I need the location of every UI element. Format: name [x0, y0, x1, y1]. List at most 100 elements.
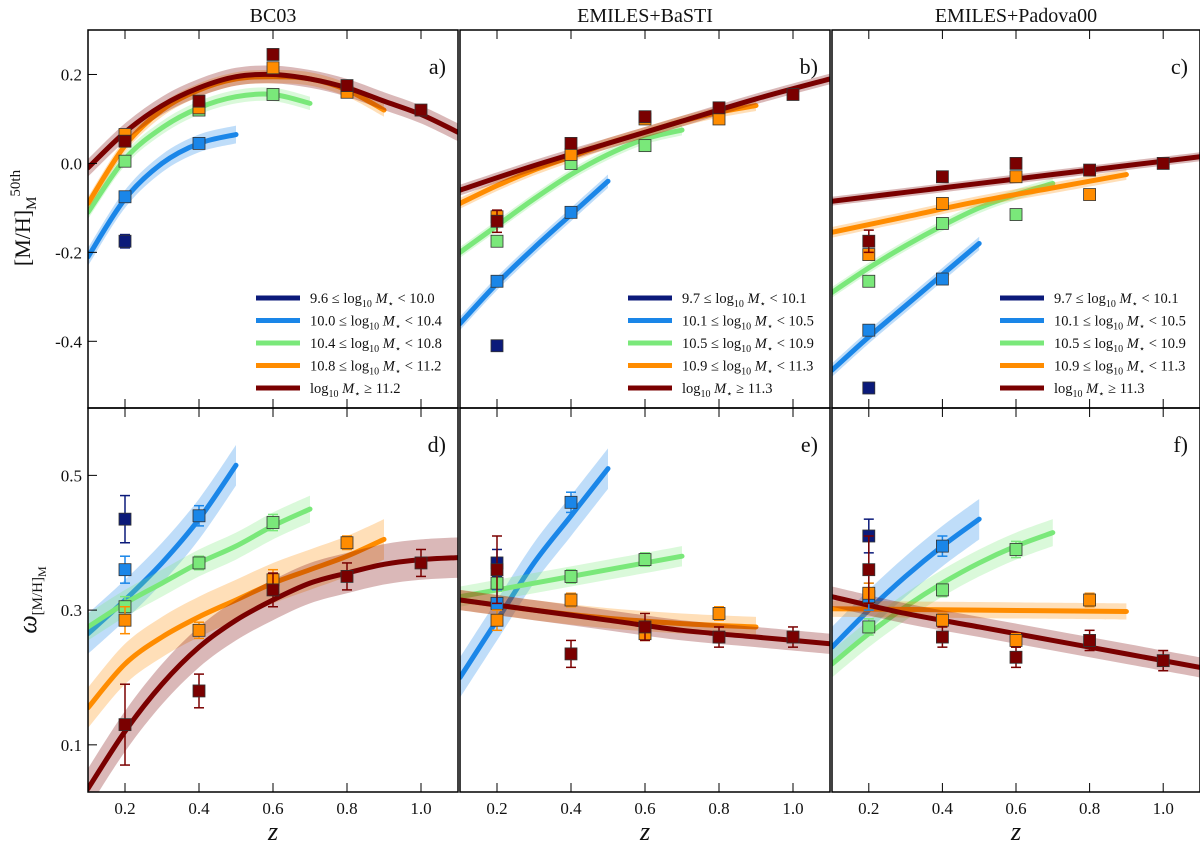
column-title-bc03: BC03 [250, 5, 297, 27]
xtick-label-d-3: 0.8 [336, 799, 357, 818]
x-axis-label-a: z [267, 817, 278, 846]
data-point-a-1-1 [192, 136, 206, 150]
data-point-c-3-2 [1009, 170, 1023, 184]
fit-line-e-1 [460, 466, 611, 680]
data-point-c-4-3 [1083, 163, 1096, 177]
data-point-d-0-0 [118, 512, 132, 526]
fit-line-a-4 [88, 71, 458, 171]
y-label-top-sub: M [24, 197, 40, 210]
data-point-b-3-3 [712, 112, 726, 126]
data-point-c-3-3 [1083, 188, 1096, 201]
legend-label-c-0: 9.7 ≤ log10 M⋆ < 10.1 [1054, 291, 1179, 310]
data-point-b-4-4 [786, 88, 800, 101]
data-point-e-3-1 [564, 593, 578, 607]
data-point-d-2-1 [192, 556, 206, 570]
ytick-label-a-3: -0.4 [55, 332, 82, 351]
fit-line-a-1 [88, 132, 239, 260]
data-point-a-4-2 [266, 48, 280, 61]
x-axis-label-b: z [639, 817, 650, 846]
data-point-b-2-2 [638, 139, 652, 153]
xtick-label-f-3: 0.8 [1079, 799, 1100, 818]
data-point-c-2-0 [862, 274, 876, 288]
data-point-a-4-4 [414, 103, 428, 117]
data-point-a-4-3 [340, 79, 354, 92]
xtick-label-f-4: 1.0 [1153, 799, 1174, 818]
ytick-label-d-0: 0.5 [61, 466, 82, 485]
fit-band-f-2 [832, 519, 1053, 678]
x-axis-label-c: z [1010, 817, 1021, 846]
column-title-emiles-basti: EMILES+BaSTI [577, 5, 713, 27]
plot-area-c [832, 152, 1200, 395]
data-point-e-4-2 [638, 620, 652, 634]
data-point-b-4-1 [564, 136, 578, 150]
xtick-label-e-2: 0.6 [634, 799, 655, 818]
data-point-a-1-0 [118, 190, 132, 204]
legend-c: 9.7 ≤ log10 M⋆ < 10.1 10.1 ≤ log10 M⋆ < 1… [1000, 291, 1186, 400]
fit-line-f-3 [832, 606, 1129, 614]
data-point-a-4-0 [118, 134, 132, 148]
data-point-e-4-0 [490, 563, 504, 577]
panel-c: c) 9.7 ≤ log10 M⋆ < 10.1 10.1 ≤ log10 M⋆ <… [831, 29, 1200, 409]
legend-a: 9.6 ≤ log10 M⋆ < 10.0 10.0 ≤ log10 M⋆ < 1… [256, 291, 443, 400]
ytick-label-d-1: 0.3 [61, 601, 82, 620]
data-point-f-4-2 [1009, 650, 1023, 664]
data-point-f-3-2 [1009, 634, 1023, 647]
data-point-f-2-1 [936, 583, 949, 597]
legend-b: 9.7 ≤ log10 M⋆ < 10.1 10.1 ≤ log10 M⋆ < 1… [628, 291, 814, 400]
xtick-label-d-4: 1.0 [410, 799, 431, 818]
legend-label-b-4: log10 M⋆ ≥ 11.3 [682, 381, 773, 400]
y-label-top-main: [M/H] [10, 210, 35, 266]
ytick-label-d-2: 0.1 [61, 736, 82, 755]
legend-label-a-0: 9.6 ≤ log10 M⋆ < 10.0 [310, 291, 435, 310]
y-label-top-sup: 50th [8, 169, 24, 196]
plot-area-b [460, 73, 830, 353]
fit-band-b-2 [460, 124, 682, 258]
data-point-d-4-1 [192, 684, 206, 698]
data-point-b-4-2 [638, 110, 652, 124]
panel-label-e: e) [801, 432, 818, 457]
data-point-d-1-1 [192, 509, 206, 523]
panel-label-d: d) [428, 432, 446, 457]
xtick-label-e-0: 0.2 [486, 799, 507, 818]
svg-text:[M/H]M50th: [M/H]M50th [8, 169, 40, 266]
data-point-b-4-3 [712, 101, 726, 115]
svg-text:ω[M/H]M: ω[M/H]M [13, 566, 49, 634]
panel-d: 0.2 0.4 0.6 0.8 1.0 0.5 0.3 0.1 d) [61, 407, 459, 818]
panel-b: b) 9.7 ≤ log10 M⋆ < 10.1 10.1 ≤ log10 M⋆ <… [459, 29, 831, 409]
fit-line-c-1 [832, 240, 982, 373]
data-point-d-3-0 [118, 613, 132, 627]
data-point-d-4-2 [266, 583, 280, 597]
data-point-c-1-1 [936, 272, 949, 286]
data-point-d-3-1 [192, 623, 206, 637]
data-point-d-2-2 [266, 516, 280, 529]
legend-label-a-2: 10.4 ≤ log10 M⋆ < 10.8 [310, 336, 442, 355]
data-point-c-4-2 [1009, 157, 1023, 170]
data-point-f-4-3 [1083, 634, 1096, 647]
data-point-f-4-1 [936, 630, 949, 644]
panel-label-c: c) [1171, 54, 1188, 79]
legend-label-b-0: 9.7 ≤ log10 M⋆ < 10.1 [682, 291, 807, 310]
xtick-label-e-4: 1.0 [782, 799, 803, 818]
fit-line-f-1 [832, 516, 982, 650]
data-point-d-4-3 [340, 570, 354, 583]
xtick-label-d-1: 0.4 [188, 799, 210, 818]
xtick-label-d-2: 0.6 [262, 799, 283, 818]
ytick-label-a-0: 0.2 [61, 65, 82, 84]
data-point-e-4-3 [712, 630, 726, 644]
data-point-c-1-0 [862, 323, 876, 337]
fit-line-b-4 [460, 76, 830, 193]
data-point-f-2-0 [862, 620, 876, 634]
xtick-label-f-1: 0.4 [932, 799, 954, 818]
data-point-b-0-0 [490, 339, 504, 353]
data-point-a-4-1 [192, 94, 206, 108]
data-point-f-4-4 [1156, 654, 1170, 668]
data-point-e-4-1 [564, 647, 578, 661]
panels: 0.2 0.0 -0.2 -0.4 a) 9.6 ≤ log10 M⋆ < 10.0 10.… [55, 29, 1200, 818]
data-point-e-3-3 [712, 607, 726, 620]
xtick-label-d-0: 0.2 [114, 799, 135, 818]
legend-label-c-3: 10.9 ≤ log10 M⋆ < 11.3 [1054, 359, 1185, 378]
panel-label-b: b) [800, 54, 818, 79]
xtick-label-e-3: 0.8 [708, 799, 729, 818]
data-point-e-4-4 [786, 630, 800, 644]
data-point-d-3-3 [340, 536, 354, 550]
